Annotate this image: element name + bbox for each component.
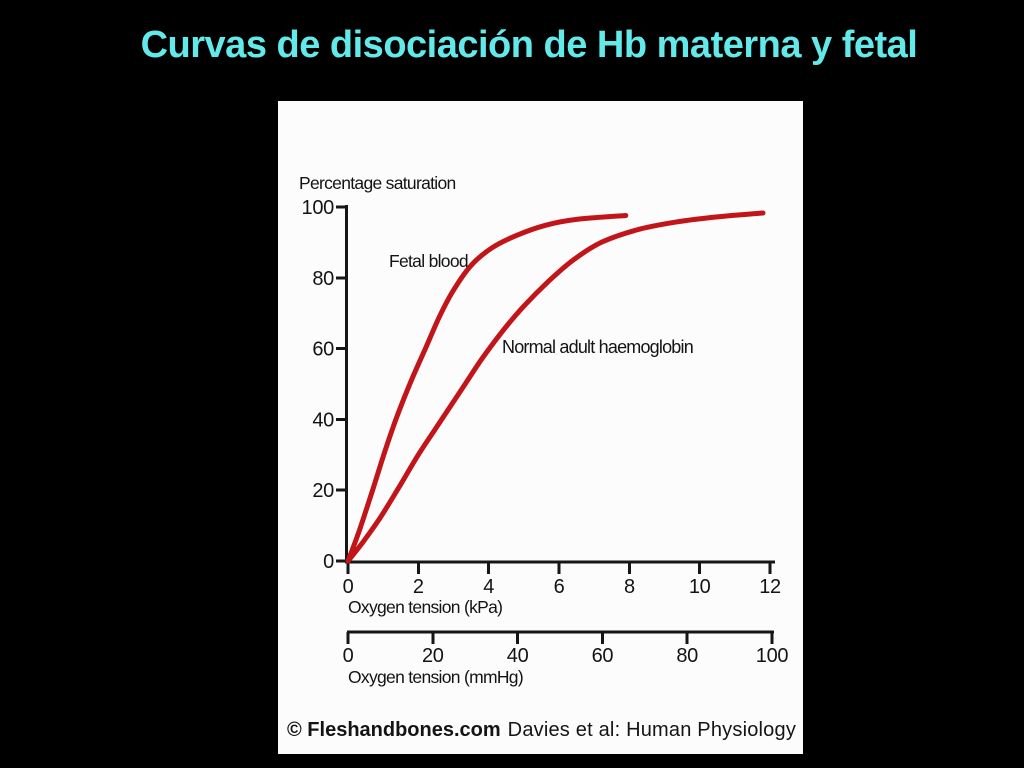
x-axis-kpa-tick-label: 6 — [554, 576, 565, 598]
x-axis-kpa-tick-label: 12 — [759, 576, 781, 598]
curve-fetal-blood — [345, 213, 629, 564]
x-axis-mmhg-tick-label: 0 — [343, 645, 354, 667]
x-axis-mmhg-tick-label: 80 — [676, 645, 698, 667]
y-axis-tick-label: 40 — [312, 409, 334, 431]
x-axis-kpa-tick-label: 4 — [483, 576, 494, 598]
chart-panel: 0 20 40 60 80 100 0 2 4 6 8 10 12 0 20 40 60 80 100 Percen… — [278, 101, 803, 754]
y-axis-tick-label: 100 — [302, 197, 335, 219]
x-axis-title-mmhg: Oxygen tension (mmHg) — [348, 667, 524, 687]
source-credit-site: © Fleshandbones.com — [287, 719, 501, 741]
x-axis-mmhg-tick-label: 60 — [592, 645, 614, 667]
x-axis-mmhg-tick-label: 100 — [756, 645, 789, 667]
y-axis-tick-label: 0 — [323, 551, 334, 573]
series-label-adult-haemoglobin: Normal adult haemoglobin — [502, 337, 694, 357]
x-axis-kpa-tick-label: 0 — [343, 576, 354, 598]
x-axis-mmhg-tick-label: 20 — [422, 645, 444, 667]
x-axis-kpa-tick-label: 10 — [689, 576, 711, 598]
y-axis-tick-label: 20 — [312, 480, 334, 502]
x-axis-kpa-tick-label: 2 — [413, 576, 424, 598]
x-axis-mmhg-tick-label: 40 — [507, 645, 529, 667]
curve-adult-haemoglobin — [345, 210, 766, 564]
y-axis-tick-label: 80 — [312, 268, 334, 290]
chart-svg: 0 20 40 60 80 100 0 2 4 6 8 10 12 0 20 40 60 80 100 — [302, 197, 789, 667]
x-axis-title-kpa: Oxygen tension (kPa) — [348, 597, 503, 617]
x-axis-kpa-tick-label: 8 — [624, 576, 635, 598]
y-axis-title: Percentage saturation — [299, 173, 456, 193]
series-label-fetal-blood: Fetal blood — [389, 251, 469, 271]
slide-title: Curvas de disociación de Hb materna y fe… — [140, 24, 918, 66]
source-credit: © Fleshandbones.com Davies et al: Human P… — [287, 719, 797, 742]
source-credit-authors: Davies et al: Human Physiology — [507, 719, 797, 741]
y-axis-tick-label: 60 — [312, 339, 334, 361]
